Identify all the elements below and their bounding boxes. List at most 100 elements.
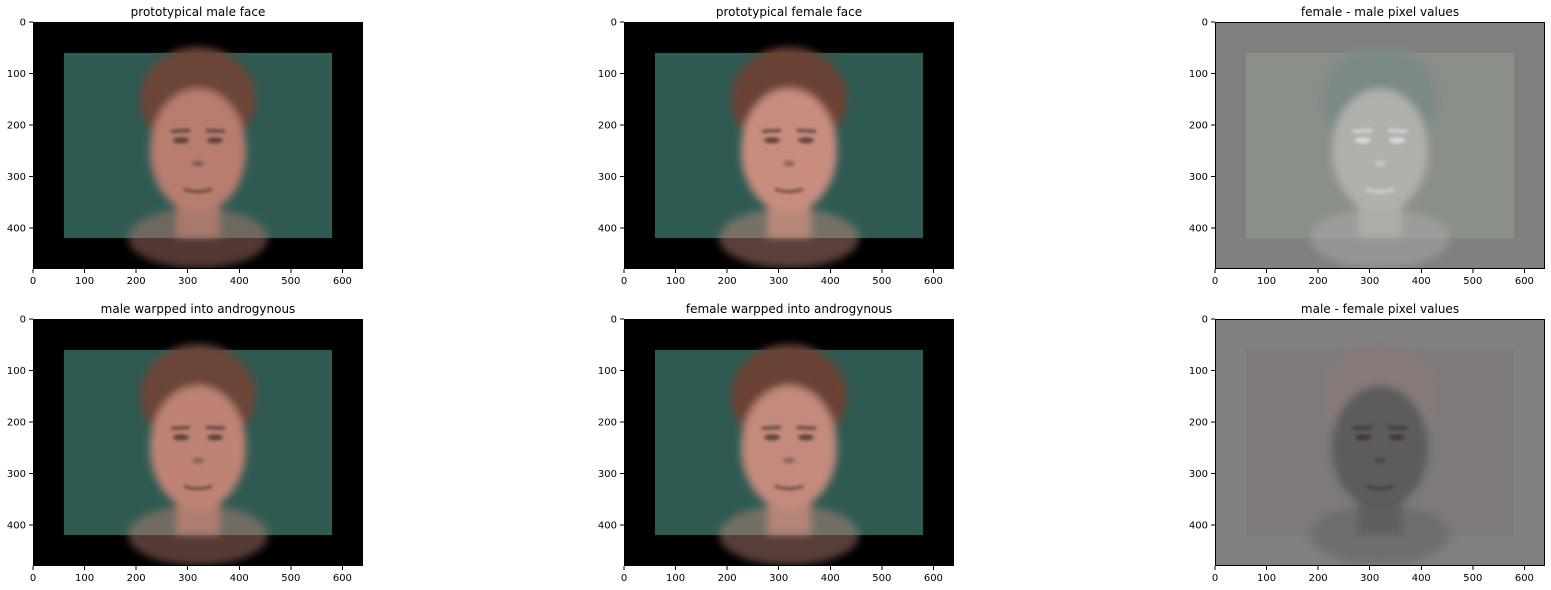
mouth (774, 485, 804, 490)
neck-shape (767, 487, 811, 535)
left-brow (170, 128, 191, 133)
y-tick-label: 200 (598, 120, 617, 131)
axes-frame (1215, 319, 1545, 566)
x-tick-label: 200 (127, 573, 146, 584)
y-tick-label: 0 (20, 315, 26, 326)
x-tick-label: 100 (1257, 573, 1276, 584)
y-tick-label: 200 (1189, 120, 1208, 131)
left-brow (1352, 128, 1373, 133)
x-tick-label: 600 (333, 573, 352, 584)
x-tick-label: 0 (1212, 276, 1218, 287)
head-shape (741, 88, 837, 213)
x-tick-label: 0 (621, 276, 627, 287)
x-tick-label: 600 (333, 276, 352, 287)
subplot-diff-male-female: male - female pixel values 0 100 200 300 400 5… (1189, 302, 1545, 584)
subplot-face-female-warped: female warpped into androgynous 0 100 200 30… (598, 302, 954, 584)
y-tick-label: 0 (611, 18, 617, 29)
mouth (1365, 188, 1395, 193)
axes-frame (33, 22, 363, 269)
subplot-title: female warpped into androgynous (686, 302, 892, 316)
y-tick-label: 300 (1189, 172, 1208, 183)
left-eye (1355, 137, 1371, 144)
y-tick-label: 0 (611, 315, 617, 326)
subplot-title: prototypical male face (131, 5, 266, 19)
y-tick-label: 100 (598, 69, 617, 80)
left-eye (1355, 434, 1371, 441)
x-tick-label: 100 (75, 573, 94, 584)
right-eye (1389, 434, 1405, 441)
y-tick-label: 100 (1189, 366, 1208, 377)
mouth (183, 188, 213, 193)
y-tick-label: 300 (598, 469, 617, 480)
neck-shape (176, 190, 220, 238)
left-eye (173, 434, 189, 441)
y-tick-label: 100 (1189, 69, 1208, 80)
y-tick-label: 300 (7, 172, 26, 183)
y-tick-label: 100 (7, 366, 26, 377)
x-tick-label: 300 (178, 573, 197, 584)
neck-shape (128, 208, 268, 269)
y-tick-label: 100 (598, 366, 617, 377)
nose (783, 160, 795, 167)
right-brow (1387, 128, 1408, 133)
nose (783, 457, 795, 464)
y-tick-label: 200 (7, 120, 26, 131)
x-tick-label: 500 (281, 573, 300, 584)
right-brow (796, 425, 817, 430)
neck-shape (1358, 487, 1402, 535)
y-tick-label: 200 (1189, 417, 1208, 428)
x-tick-label: 200 (1309, 276, 1328, 287)
x-tick-label: 500 (1463, 573, 1482, 584)
left-eye (764, 434, 780, 441)
subplot-title: female - male pixel values (1301, 5, 1459, 19)
neck-shape (719, 208, 859, 269)
y-tick-label: 100 (7, 69, 26, 80)
face-image (1245, 344, 1515, 566)
right-eye (1389, 137, 1405, 144)
right-brow (205, 128, 226, 133)
x-tick-label: 200 (718, 276, 737, 287)
y-tick-label: 300 (598, 172, 617, 183)
neck-shape (1310, 505, 1450, 566)
axes-frame (33, 319, 363, 566)
right-eye (798, 137, 814, 144)
x-tick-label: 100 (1257, 276, 1276, 287)
axes-frame (1215, 22, 1545, 269)
subplot-title: male warpped into androgynous (101, 302, 296, 316)
x-tick-label: 300 (1360, 276, 1379, 287)
x-tick-label: 600 (1515, 276, 1534, 287)
y-tick-label: 400 (598, 520, 617, 531)
x-tick-label: 0 (30, 276, 36, 287)
x-tick-label: 400 (230, 573, 249, 584)
x-tick-label: 400 (1412, 276, 1431, 287)
neck-shape (1358, 190, 1402, 238)
subplot-face-female: prototypical female face 0 100 200 300 400 500… (598, 5, 954, 287)
y-tick-label: 400 (598, 223, 617, 234)
head-shape (1332, 88, 1428, 213)
y-tick-label: 400 (1189, 520, 1208, 531)
x-tick-label: 100 (666, 276, 685, 287)
head-shape (150, 88, 246, 213)
x-tick-label: 600 (1515, 573, 1534, 584)
left-eye (764, 137, 780, 144)
x-tick-label: 0 (30, 573, 36, 584)
neck-shape (176, 487, 220, 535)
y-tick-label: 200 (7, 417, 26, 428)
left-eye (173, 137, 189, 144)
y-tick-label: 400 (1189, 223, 1208, 234)
axes-frame (624, 22, 954, 269)
x-tick-label: 400 (821, 276, 840, 287)
face-image (654, 344, 924, 566)
x-tick-label: 300 (769, 276, 788, 287)
mouth (774, 188, 804, 193)
right-eye (207, 434, 223, 441)
neck-shape (767, 190, 811, 238)
x-tick-label: 300 (1360, 573, 1379, 584)
y-tick-label: 0 (20, 18, 26, 29)
right-eye (798, 434, 814, 441)
x-tick-label: 400 (821, 573, 840, 584)
left-brow (1352, 425, 1373, 430)
nose (192, 457, 204, 464)
head-shape (741, 385, 837, 510)
axes-frame (624, 319, 954, 566)
